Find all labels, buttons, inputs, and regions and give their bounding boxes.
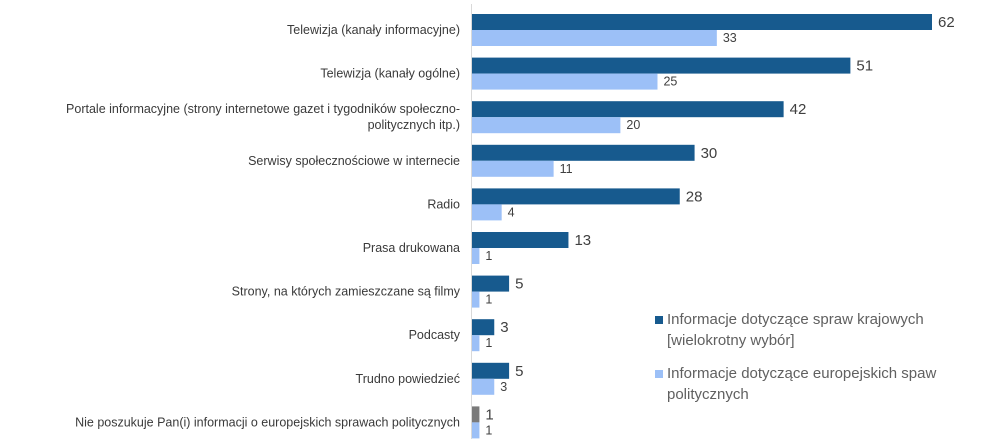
bar-domestic (472, 101, 784, 118)
legend-label: politycznych (667, 386, 749, 403)
data-label-european: 11 (560, 162, 573, 176)
data-label-domestic: 62 (938, 14, 955, 31)
category-label: Radio (427, 197, 460, 211)
bar-european (472, 160, 554, 177)
data-label-european: 25 (663, 75, 677, 89)
category-label: Nie poszukuje Pan(i) informacji o europe… (75, 415, 460, 429)
bar-european (472, 248, 480, 264)
data-label-european: 33 (723, 31, 737, 45)
legend-label: Informacje dotyczące spraw krajowych (667, 311, 924, 328)
legend-label: [wielokrotny wybór] (667, 332, 795, 349)
bar-domestic (472, 275, 510, 292)
data-label-european: 1 (485, 423, 492, 437)
bar-european (472, 204, 502, 221)
legend-swatch (655, 370, 663, 378)
data-label-european: 4 (508, 205, 515, 219)
bar-domestic (472, 57, 851, 74)
data-label-domestic: 1 (485, 406, 493, 423)
data-label-domestic: 30 (701, 145, 718, 162)
category-label: Portale informacyjne (strony internetowe… (66, 102, 460, 116)
data-label-domestic: 28 (686, 188, 703, 205)
bar-european (472, 73, 658, 90)
bar-european (472, 378, 495, 395)
bar-european (472, 335, 480, 352)
data-label-domestic: 51 (856, 58, 873, 75)
category-label: Prasa drukowana (363, 241, 460, 255)
bars (472, 14, 932, 439)
bar-domestic (472, 232, 569, 248)
category-label: Serwisy społecznościowe w internecie (248, 154, 460, 168)
category-label: Strony, na których zamieszczane są filmy (232, 285, 461, 299)
data-label-european: 1 (485, 293, 492, 307)
bar-domestic (472, 406, 480, 423)
data-label-european: 20 (626, 118, 640, 132)
category-label: Podcasty (409, 328, 461, 342)
category-labels: Telewizja (kanały informacyjne) Telewizja… (66, 23, 461, 429)
legend-item-european: Informacje dotyczące europejskich spaw po… (655, 363, 975, 405)
data-label-european: 1 (485, 249, 492, 263)
data-label-domestic: 5 (515, 276, 523, 293)
data-label-domestic: 42 (790, 101, 807, 118)
data-label-domestic: 5 (515, 363, 523, 380)
category-label: Trudno powiedzieć (356, 372, 460, 386)
bar-european (472, 117, 621, 134)
bar-european (472, 422, 480, 439)
bar-domestic (472, 14, 932, 30)
category-label: politycznych itp.) (368, 118, 460, 132)
bar-domestic (472, 319, 495, 336)
category-label: Telewizja (kanały informacyjne) (287, 23, 460, 37)
data-label-european: 3 (500, 380, 507, 394)
legend-label: Informacje dotyczące europejskich spaw (667, 365, 937, 382)
data-label-domestic: 13 (574, 232, 591, 249)
bar-domestic (472, 144, 695, 161)
bar-european (472, 30, 717, 46)
data-label-domestic: 3 (500, 319, 508, 336)
category-label: Telewizja (kanały ogólne) (320, 67, 460, 81)
legend-swatch (655, 316, 663, 324)
bar-domestic (472, 188, 680, 205)
legend-item-domestic: Informacje dotyczące spraw krajowych [wie… (655, 309, 975, 351)
bar-domestic (472, 362, 510, 379)
data-label-european: 1 (485, 336, 492, 350)
bar-european (472, 291, 480, 308)
